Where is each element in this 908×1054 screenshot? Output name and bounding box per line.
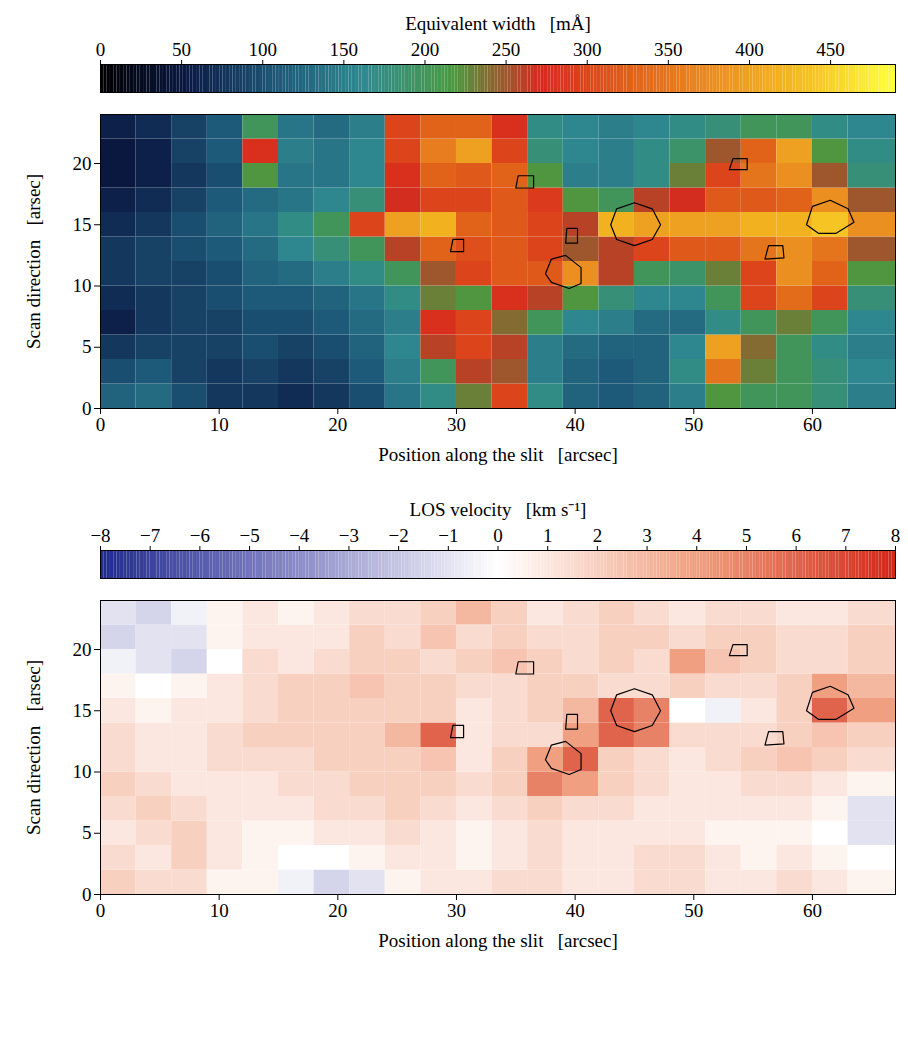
svg-text:0: 0 xyxy=(493,525,503,546)
svg-text:Scan direction [arsec]: Scan direction [arsec] xyxy=(23,660,44,835)
svg-text:20: 20 xyxy=(73,153,92,174)
svg-text:50: 50 xyxy=(684,900,703,921)
svg-text:5: 5 xyxy=(82,336,92,357)
svg-text:10: 10 xyxy=(210,414,229,435)
svg-text:15: 15 xyxy=(73,214,92,235)
svg-text:20: 20 xyxy=(328,414,347,435)
svg-text:Equivalent width [mÅ]: Equivalent width [mÅ] xyxy=(405,13,591,34)
svg-text:300: 300 xyxy=(573,39,602,60)
svg-text:10: 10 xyxy=(210,900,229,921)
svg-text:1: 1 xyxy=(543,525,553,546)
svg-text:−3: −3 xyxy=(339,525,359,546)
svg-text:3: 3 xyxy=(642,525,652,546)
svg-text:0: 0 xyxy=(96,39,106,60)
svg-text:20: 20 xyxy=(73,639,92,660)
svg-text:50: 50 xyxy=(172,39,191,60)
svg-text:2: 2 xyxy=(593,525,603,546)
svg-text:15: 15 xyxy=(73,700,92,721)
svg-text:8: 8 xyxy=(891,525,901,546)
svg-text:0: 0 xyxy=(82,398,92,419)
svg-text:−6: −6 xyxy=(190,525,210,546)
svg-text:60: 60 xyxy=(803,900,822,921)
svg-text:Scan direction [arsec]: Scan direction [arsec] xyxy=(23,174,44,349)
svg-text:250: 250 xyxy=(492,39,521,60)
svg-text:0: 0 xyxy=(96,900,106,921)
svg-text:LOS velocity [km s⁻¹]: LOS velocity [km s⁻¹] xyxy=(410,499,587,520)
svg-text:−8: −8 xyxy=(90,525,110,546)
svg-text:−1: −1 xyxy=(438,525,458,546)
svg-text:5: 5 xyxy=(82,822,92,843)
svg-text:50: 50 xyxy=(684,414,703,435)
svg-text:Position along the slit [arc: Position along the slit [arcsec] xyxy=(378,444,618,465)
svg-text:20: 20 xyxy=(328,900,347,921)
svg-text:−7: −7 xyxy=(140,525,160,546)
svg-text:10: 10 xyxy=(73,275,92,296)
svg-text:Position along the slit [arc: Position along the slit [arcsec] xyxy=(378,930,618,951)
svg-text:5: 5 xyxy=(742,525,752,546)
svg-text:100: 100 xyxy=(248,39,277,60)
svg-text:150: 150 xyxy=(330,39,359,60)
svg-text:60: 60 xyxy=(803,414,822,435)
svg-text:40: 40 xyxy=(566,414,585,435)
svg-text:450: 450 xyxy=(816,39,845,60)
svg-text:−2: −2 xyxy=(389,525,409,546)
svg-text:7: 7 xyxy=(841,525,851,546)
svg-text:4: 4 xyxy=(692,525,702,546)
svg-text:−4: −4 xyxy=(289,525,310,546)
svg-text:200: 200 xyxy=(411,39,440,60)
svg-text:30: 30 xyxy=(447,900,466,921)
svg-text:40: 40 xyxy=(566,900,585,921)
svg-text:−5: −5 xyxy=(239,525,259,546)
svg-text:30: 30 xyxy=(447,414,466,435)
svg-text:350: 350 xyxy=(654,39,683,60)
svg-text:0: 0 xyxy=(96,414,106,435)
svg-text:6: 6 xyxy=(791,525,801,546)
svg-text:0: 0 xyxy=(82,884,92,905)
svg-text:400: 400 xyxy=(735,39,764,60)
svg-text:10: 10 xyxy=(73,761,92,782)
